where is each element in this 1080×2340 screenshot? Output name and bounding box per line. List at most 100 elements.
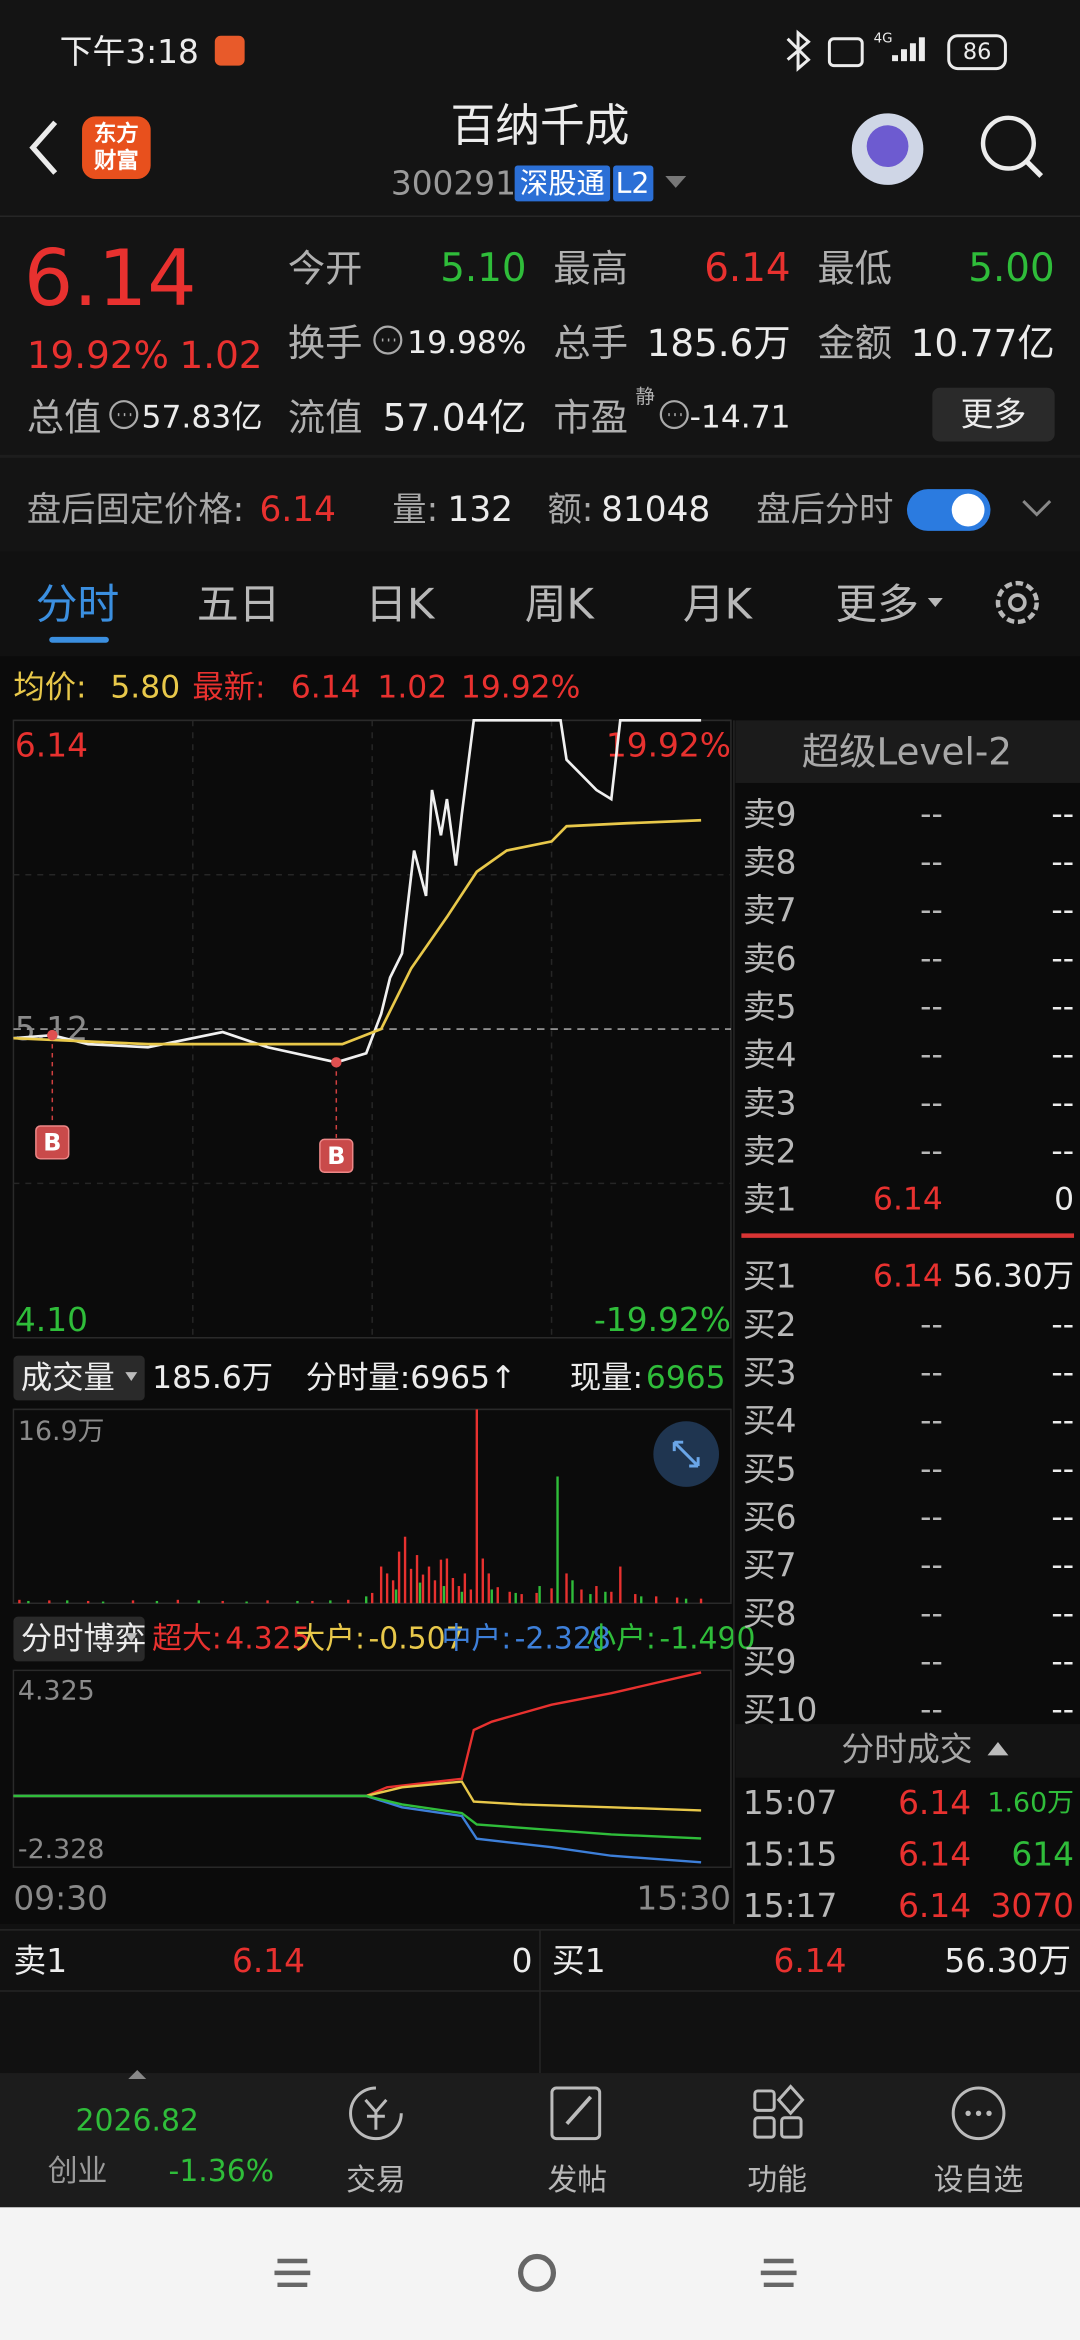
volume-bar: [481, 1558, 484, 1604]
stock-code: 300291: [391, 164, 516, 202]
after-hours-amount: 81048: [601, 490, 710, 530]
stat-superscript: 静: [635, 385, 654, 408]
order-price: 6.14: [873, 1259, 943, 1295]
tab[interactable]: 更多: [835, 580, 919, 629]
order-volume: --: [1051, 893, 1074, 929]
volume-bar: [18, 1599, 21, 1604]
y2-tick-label: -19.92%: [594, 1301, 731, 1339]
volume-bar: [176, 1599, 180, 1604]
order-label: 卖8: [743, 843, 797, 881]
avg-label: 均价:: [13, 670, 86, 706]
nav-item[interactable]: 设自选: [934, 2163, 1023, 2198]
volume-bar: [379, 1566, 383, 1604]
volume-bar: [699, 1598, 703, 1604]
bluetooth-icon: [786, 29, 811, 72]
settings-icon[interactable]: [995, 580, 1039, 625]
tab[interactable]: 月K: [683, 580, 754, 629]
status-app-icon: [214, 35, 245, 66]
latest-change: 1.02: [377, 670, 447, 706]
search-icon[interactable]: [980, 115, 1036, 171]
logo-text: 财富: [94, 147, 139, 174]
volume-bar: [409, 1568, 413, 1604]
order-volume: --: [1051, 1307, 1074, 1343]
nav-item[interactable]: 发帖: [547, 2163, 607, 2198]
expand-icon: [672, 1440, 700, 1468]
order-price: --: [920, 1451, 943, 1487]
buy-marker-label: B: [327, 1142, 345, 1170]
logo-text: 东方: [94, 120, 139, 147]
settings-icon-center: [1008, 593, 1027, 612]
dropdown-arrow: [665, 175, 687, 188]
order-price: --: [920, 893, 943, 929]
index-name[interactable]: 创业: [48, 2154, 108, 2189]
order-volume: --: [1051, 1596, 1074, 1632]
order-volume: --: [1051, 1451, 1074, 1487]
nav-item[interactable]: 功能: [747, 2163, 807, 2198]
post-icon-pen: [565, 2095, 593, 2125]
stat-value: 6.14: [704, 246, 790, 291]
volume-bar: [580, 1589, 583, 1604]
y-tick-label: 4.10: [15, 1301, 88, 1339]
system-home[interactable]: [517, 2253, 557, 2292]
system-back[interactable]: [760, 2258, 797, 2288]
order-price: --: [920, 941, 943, 977]
volume-bar: [460, 1591, 464, 1604]
order-label: 卖6: [743, 940, 797, 978]
trade-time: 15:17: [743, 1887, 838, 1925]
expand-chevron[interactable]: [1022, 500, 1052, 517]
stat-label: 总值: [27, 396, 102, 440]
tab[interactable]: 周K: [525, 580, 596, 629]
trade-volume: 614: [1011, 1836, 1074, 1874]
tab[interactable]: 日K: [365, 580, 436, 629]
index-value[interactable]: 2026.82: [76, 2103, 199, 2138]
trade-time: 15:07: [743, 1784, 838, 1822]
volume-bar: [604, 1591, 607, 1604]
index-change[interactable]: -1.36%: [169, 2154, 275, 2189]
flow-legend-value: 4.325: [225, 1622, 310, 1657]
back-button[interactable]: [29, 120, 58, 175]
order-price: --: [920, 1548, 943, 1584]
flow-label-background[interactable]: [13, 1616, 145, 1662]
stat-value: 10.77亿: [911, 321, 1055, 365]
after-hours-volume: 132: [448, 490, 513, 530]
order-label: 买1: [743, 1258, 797, 1296]
volume-bar: [487, 1573, 490, 1604]
order-price: --: [920, 1403, 943, 1439]
tick-volume: 分时量:6965↑: [306, 1360, 516, 1396]
hd-icon: [827, 37, 864, 68]
volume-bar: [619, 1566, 622, 1604]
signal-bar: [892, 55, 899, 62]
volume-bar: [684, 1598, 688, 1604]
latest-change-percent: 19.92%: [461, 670, 580, 706]
tab-background: [0, 551, 1080, 657]
volume-label-background[interactable]: [13, 1355, 145, 1401]
flow-chart-frame: [12, 1669, 732, 1868]
order-label: 卖5: [743, 988, 797, 1026]
flow-legend-label: 中户:: [442, 1622, 512, 1657]
more-button[interactable]: [932, 387, 1055, 442]
y2-tick-label: 19.92%: [606, 727, 731, 765]
volume-bar: [391, 1580, 395, 1604]
flow-legend-value: -0.507: [368, 1622, 464, 1657]
tab[interactable]: 分时: [36, 580, 120, 629]
volume-bar: [535, 1592, 538, 1604]
order-volume: --: [1051, 1085, 1074, 1121]
volume-bar: [415, 1555, 419, 1604]
y-tick-label: 6.14: [15, 727, 88, 765]
watchlist-icon-dot: [986, 2110, 992, 2116]
order-label: 卖9: [743, 795, 797, 833]
stat-label: 流值: [288, 396, 363, 440]
volume-bar: [550, 1588, 553, 1604]
toggle-knob: [951, 493, 985, 527]
level2-title: 超级Level-2: [802, 730, 1012, 774]
tab[interactable]: 五日: [197, 580, 281, 629]
volume-bar: [496, 1587, 499, 1604]
time-axis-start: 09:30: [13, 1880, 108, 1918]
more-button-label[interactable]: 更多: [961, 396, 1027, 434]
flow-min-label: -2.328: [18, 1834, 104, 1865]
tab-more-arrow: [927, 598, 943, 607]
system-menu[interactable]: [274, 2258, 311, 2288]
function-icon-cell: [780, 2116, 803, 2139]
nav-item[interactable]: 交易: [346, 2163, 406, 2198]
y-tick-label: 16.9万: [18, 1416, 105, 1447]
